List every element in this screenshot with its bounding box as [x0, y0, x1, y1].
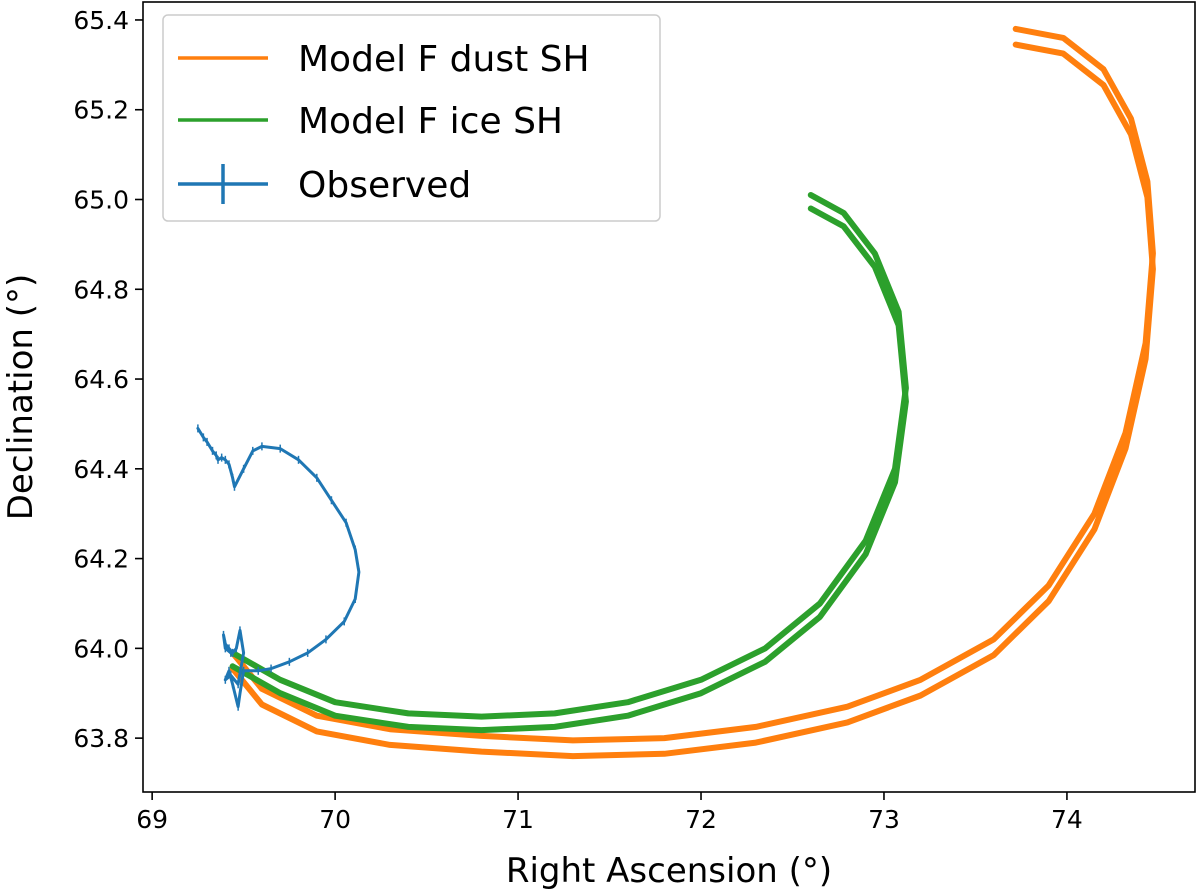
y-tick-label: 64.2 [73, 545, 129, 574]
x-tick-label: 74 [1051, 805, 1083, 834]
series-band-1 [229, 205, 909, 734]
series-band-0 [229, 41, 1156, 760]
x-tick-label: 70 [319, 805, 351, 834]
x-tick-label: 73 [868, 805, 900, 834]
y-tick-label: 64.6 [73, 365, 129, 394]
y-tick-label: 63.8 [73, 724, 129, 753]
y-tick-label: 64.0 [73, 634, 129, 663]
y-tick-label: 65.4 [73, 6, 129, 35]
x-tick-label: 69 [136, 805, 168, 834]
y-axis-title: Declination (°) [1, 274, 41, 521]
x-axis: 69 70 71 72 73 74 [136, 792, 1083, 834]
legend-label-ice: Model F ice SH [298, 101, 563, 142]
plot-frame [142, 1, 1196, 793]
series-line-1 [229, 192, 909, 720]
series-line-0 [229, 25, 1156, 744]
legend-label-observed: Observed [298, 165, 471, 206]
x-tick-label: 71 [502, 805, 534, 834]
x-tick-label: 72 [685, 805, 717, 834]
series-line-2 [196, 426, 361, 709]
y-tick-label: 65.2 [73, 96, 129, 125]
series-layer [196, 25, 1156, 760]
y-tick-label: 65.0 [73, 186, 129, 215]
legend-label-dust: Model F dust SH [298, 39, 590, 80]
y-axis: 63.8 64.0 64.2 64.4 64.6 64.8 65.0 65.2 65.4 [73, 6, 143, 753]
y-tick-label: 64.4 [73, 455, 129, 484]
x-axis-title: Right Ascension (°) [506, 851, 832, 891]
y-tick-label: 64.8 [73, 275, 129, 304]
legend: Model F dust SH Model F ice SH Observed [162, 14, 661, 222]
legend-box [162, 14, 661, 222]
